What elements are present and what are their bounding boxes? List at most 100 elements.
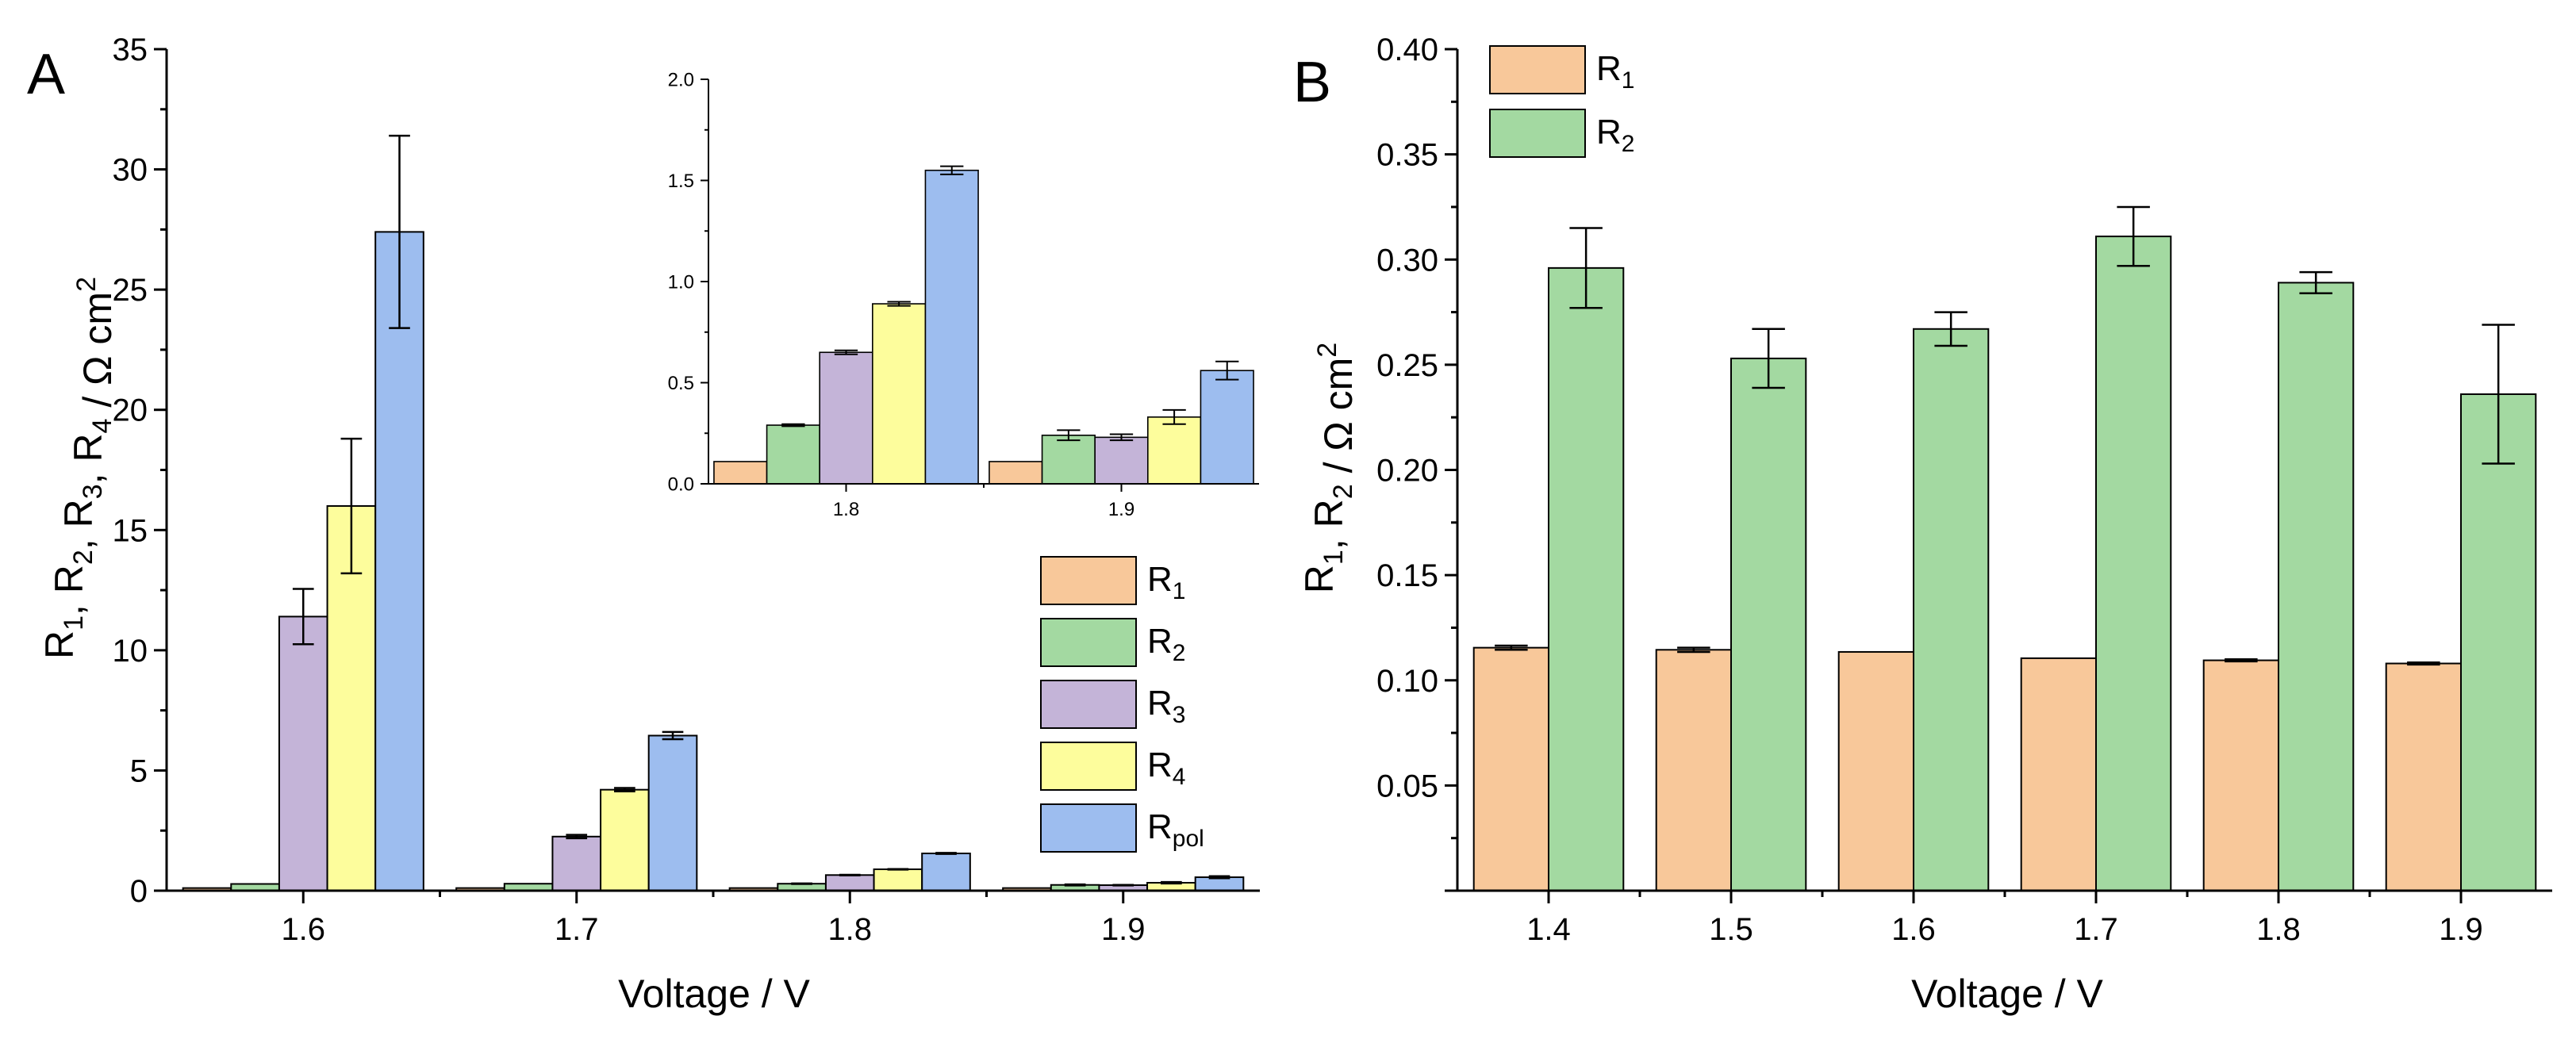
bar-r3-1.7	[551, 835, 602, 891]
bar-r3-1.8	[819, 351, 873, 485]
panel-b: 0.05 0.10 0.15 0.20 0.25 0.30 0.35 0.40 1.4 1.5 1.…	[1293, 33, 2552, 1016]
legend-label-r2-base: R	[1147, 622, 1173, 661]
bar-r3-1.6	[278, 615, 328, 891]
legend-label-r1-base: R	[1596, 49, 1622, 88]
y-tick-label: 0.15	[1376, 558, 1438, 593]
y-title-part: , R	[1307, 499, 1351, 550]
y-title-sub: 1	[59, 615, 89, 631]
y-tick-label: 0	[130, 874, 148, 909]
bar-r2-1.6	[1913, 328, 1990, 892]
legend-label-r4-sub: 4	[1173, 764, 1186, 790]
bar-rpol-1.8	[921, 853, 971, 891]
x-tick-label: 1.4	[1526, 912, 1571, 947]
x-tick-label: 1.9	[2439, 912, 2483, 947]
bar-r4-1.9	[1147, 416, 1202, 485]
bar-r2-1.7	[2095, 236, 2172, 891]
y-tick-label: 10	[113, 634, 148, 669]
legend-label-r1-base: R	[1147, 560, 1173, 599]
x-axis-title: Voltage / V	[1911, 972, 2103, 1016]
bar-r2-1.5	[1730, 357, 1807, 892]
y-title-sub: 1	[1319, 550, 1349, 565]
bar-rpol-1.7	[647, 734, 698, 891]
legend-swatch-r4	[1040, 742, 1137, 791]
y-title-unit: / Ω cm	[1316, 358, 1361, 485]
bar-r2-1.8	[2278, 282, 2355, 891]
legend-label-rpol-sub: pol	[1173, 826, 1204, 852]
y-tick-label: 35	[113, 33, 148, 67]
y-axis-title: R1, R2 / Ω cm2	[1297, 343, 1361, 593]
bar-r4-1.7	[600, 788, 650, 891]
bar-rpol-1.9	[1194, 876, 1245, 892]
y-tick-label: 2.0	[668, 69, 694, 90]
bar-r1-1.9	[2385, 662, 2462, 892]
bar-r2-1.8	[766, 424, 820, 485]
bar-r3-1.8	[824, 874, 875, 891]
y-title-part: , R	[66, 433, 110, 484]
bar-r4-1.8	[873, 868, 923, 891]
x-tick-label: 1.7	[555, 912, 599, 947]
y-tick-label: 0.40	[1376, 33, 1438, 67]
bar-r2-1.9	[2460, 393, 2537, 891]
bar-r2-1.4	[1548, 266, 1625, 891]
y-tick-label: 15	[113, 513, 148, 548]
panel-label-b: B	[1293, 51, 1331, 114]
y-tick-label: 0.0	[668, 473, 694, 495]
legend-label-r4: R4	[1147, 746, 1185, 790]
y-tick-label: 0.30	[1376, 243, 1438, 278]
x-tick-label: 1.9	[1108, 499, 1134, 520]
legend-swatch-rpol	[1040, 803, 1137, 853]
bar-r1-1.4	[1472, 646, 1549, 891]
y-tick-label: 25	[113, 273, 148, 308]
legend-label-r3-sub: 3	[1173, 702, 1186, 728]
legend-label-r1: R1	[1596, 49, 1634, 94]
x-tick-label: 1.6	[281, 912, 325, 947]
x-axis-title: Voltage / V	[618, 972, 810, 1016]
bar-r1-1.6	[1837, 650, 1914, 891]
y-tick-label: 5	[130, 753, 148, 788]
legend-swatch-r2	[1489, 109, 1586, 158]
panel-label-a: A	[27, 43, 65, 106]
bar-r1-1.7	[2020, 657, 2097, 891]
bar-r4-1.8	[872, 303, 927, 485]
bar-r1-1.8	[713, 461, 768, 485]
bar-r1-1.8	[2202, 659, 2279, 892]
legend-swatch-r3	[1040, 680, 1137, 729]
y-tick-label: 1.5	[668, 171, 694, 192]
x-tick-label: 1.8	[833, 499, 859, 520]
legend-label-rpol-base: R	[1147, 807, 1173, 846]
legend-label-r3: R3	[1147, 684, 1185, 728]
legend-label-r4-base: R	[1147, 746, 1173, 784]
y-tick-label: 20	[113, 393, 148, 428]
legend-label-r2-sub: 2	[1173, 640, 1186, 666]
legend-swatch-r1	[1489, 45, 1586, 94]
legend-label-r1-sub: 1	[1622, 67, 1635, 94]
y-tick-label: 0.20	[1376, 454, 1438, 489]
bar-rpol-1.6	[374, 231, 424, 892]
legend-label-r2-base: R	[1596, 113, 1622, 151]
bar-rpol-1.8	[924, 169, 979, 485]
panel-a-inset: 0.0 0.5 1.0 1.5 2.0 1.8 1.9	[668, 69, 1259, 520]
bar-rpol-1.9	[1200, 370, 1254, 485]
y-title-sub: 2	[68, 550, 98, 565]
y-tick-label: 0.5	[668, 373, 694, 394]
bar-r3-1.9	[1094, 436, 1149, 485]
legend-label-r3-base: R	[1147, 684, 1173, 723]
x-tick-label: 1.5	[1709, 912, 1753, 947]
x-tick-label: 1.8	[827, 912, 872, 947]
x-tick-label: 1.8	[2256, 912, 2301, 947]
y-title-part: R	[1297, 565, 1342, 593]
bar-r1-1.5	[1655, 649, 1732, 891]
y-title-sub: 3	[78, 484, 108, 499]
legend-label-r2: R2	[1147, 622, 1185, 666]
y-title-sub: 4	[87, 419, 117, 434]
legend-swatch-r1	[1040, 556, 1137, 605]
x-tick-label: 1.7	[2074, 912, 2118, 947]
legend-label-r2-sub: 2	[1622, 131, 1635, 157]
y-tick-label: 0.25	[1376, 348, 1438, 383]
y-title-part: , R	[47, 565, 91, 615]
x-tick-label: 1.9	[1101, 912, 1146, 947]
y-tick-label: 0.10	[1376, 664, 1438, 699]
y-title-part: R	[37, 631, 82, 659]
y-title-unit-sup: 2	[71, 277, 102, 292]
